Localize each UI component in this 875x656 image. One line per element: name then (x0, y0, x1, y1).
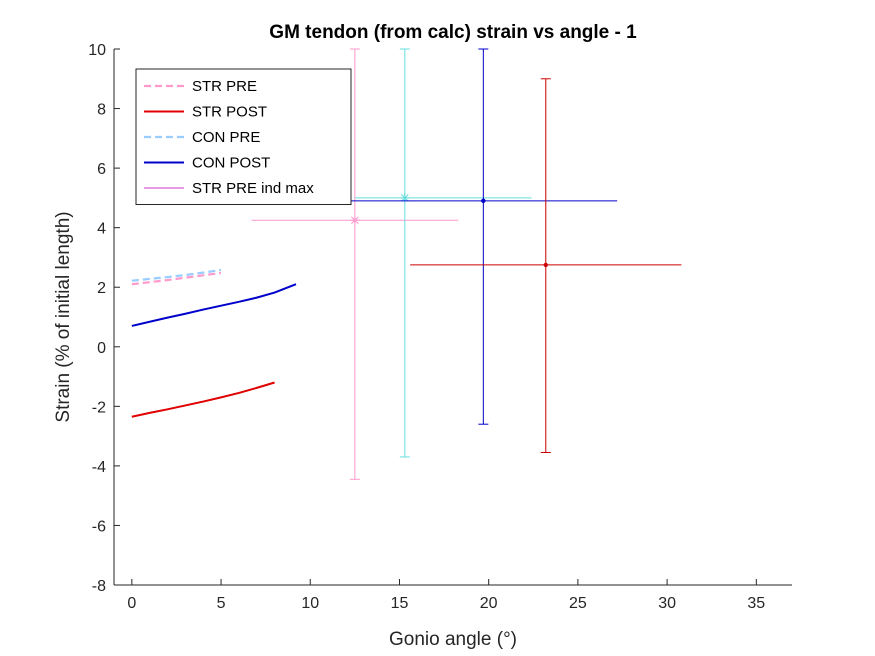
axes (113, 49, 792, 586)
legend-label: CON POST (192, 155, 270, 172)
legend: STR PRE STR POST CON PRE CON POST STR PRE in… (135, 68, 352, 205)
y-tick-label: 6 (97, 161, 106, 178)
series-line-str-post (131, 381, 275, 418)
y-tick-label: -4 (92, 459, 106, 476)
chart-title: GM tendon (from calc) strain vs angle - … (269, 22, 637, 43)
y-tick-label: 0 (97, 340, 106, 357)
x-axis-label: Gonio angle (°) (389, 629, 517, 650)
dot-marker (481, 198, 486, 204)
x-tick-label: 35 (747, 595, 765, 612)
x-tick-label: 5 (217, 595, 226, 612)
y-tick-label: -2 (92, 399, 106, 416)
legend-label: STR POST (192, 104, 267, 121)
x-tick-label: 10 (301, 595, 319, 612)
axis-ticks: 0 5 10 15 20 25 30 35 -8 -6 -4 -2 0 2 4 6 8 10 (88, 42, 765, 612)
legend-label: STR PRE (192, 78, 257, 95)
series-line-con-post (131, 283, 297, 327)
y-tick-label: 2 (97, 280, 106, 297)
x-tick-label: 15 (391, 595, 409, 612)
errorbar-1 (354, 48, 532, 458)
errorbar-0 (251, 48, 459, 480)
y-tick-label: -8 (92, 578, 106, 595)
dot-marker (543, 262, 548, 268)
y-tick-label: 10 (88, 42, 106, 59)
errorbar-2 (349, 48, 618, 425)
x-tick-label: 30 (658, 595, 676, 612)
y-tick-label: 4 (97, 221, 106, 238)
star-marker (351, 216, 359, 225)
y-tick-label: 8 (97, 102, 106, 119)
series-line-str-pre (131, 271, 222, 286)
x-tick-label: 25 (569, 595, 587, 612)
y-axis-label: Strain (% of initial length) (53, 211, 74, 422)
star-marker (400, 194, 409, 202)
legend-label: CON PRE (192, 129, 260, 146)
legend-label: STR PRE ind max (192, 180, 314, 197)
x-tick-label: 20 (480, 595, 498, 612)
series-line-con-pre (131, 268, 222, 282)
x-tick-label: 0 (127, 595, 136, 612)
data-layer (131, 48, 682, 480)
errorbar-3 (410, 78, 682, 453)
y-tick-label: -6 (92, 518, 106, 535)
